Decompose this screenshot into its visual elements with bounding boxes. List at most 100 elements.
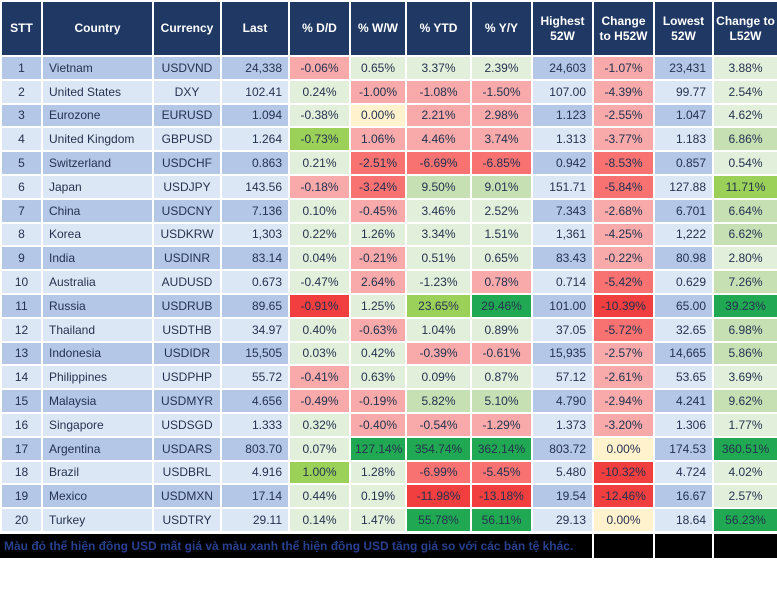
cell-last: 55.72 (220, 364, 290, 391)
cell-change-to-l52w: 6.62% (712, 221, 777, 248)
cell-last: 1.333 (220, 411, 290, 438)
cell-last: 803.70 (220, 435, 290, 462)
cell-highest-52w: 1.123 (531, 102, 594, 129)
cell-w-w: 2.64% (349, 269, 407, 295)
cell-highest-52w: 0.942 (531, 150, 594, 176)
cell-highest-52w: 1,361 (531, 221, 594, 248)
cell-stt: 17 (0, 435, 43, 462)
cell-highest-52w: 37.05 (531, 316, 594, 343)
cell-ytd: -1.23% (405, 269, 472, 295)
cell-last: 17.14 (220, 483, 290, 510)
cell-currency: USDBRL (152, 459, 222, 486)
cell-d-d: 0.44% (288, 483, 351, 510)
cell-lowest-52w: 1.047 (653, 102, 714, 129)
cell-change-to-h52w: -3.77% (592, 126, 655, 153)
footnote-text: Màu đỏ thể hiện đồng USD mất giá và màu … (4, 538, 574, 553)
cell-last: 89.65 (220, 292, 290, 319)
cell-country: Turkey (41, 507, 154, 533)
cell-currency: DXY (152, 78, 222, 105)
cell-w-w: 0.00% (349, 102, 407, 129)
cell-currency: USDKRW (152, 221, 222, 248)
cell-ytd: 55.78% (405, 507, 472, 533)
cell-change-to-l52w: 1.77% (712, 411, 777, 438)
cell-change-to-h52w: -5.72% (592, 316, 655, 343)
cell-currency: EURUSD (152, 102, 222, 129)
table-row: 19 Mexico USDMXN 17.14 0.44% 0.19% -11.98% -13.… (0, 483, 777, 510)
cell-w-w: -0.40% (349, 411, 407, 438)
cell-highest-52w: 151.71 (531, 173, 594, 200)
cell-ytd: 1.04% (405, 316, 472, 343)
col-header-lowest-52w: Lowest 52W (653, 0, 714, 57)
table-row: 4 United Kingdom GBPUSD 1.264 -0.73% 1.06% 4.4… (0, 126, 777, 153)
cell-highest-52w: 5.480 (531, 459, 594, 486)
cell-lowest-52w: 127.88 (653, 173, 714, 200)
cell-w-w: 1.25% (349, 292, 407, 319)
cell-lowest-52w: 14,665 (653, 340, 714, 367)
cell-y-y: 3.74% (470, 126, 533, 153)
cell-last: 4.656 (220, 388, 290, 414)
cell-y-y: 1.51% (470, 221, 533, 248)
cell-change-to-l52w: 6.86% (712, 126, 777, 153)
cell-currency: AUDUSD (152, 269, 222, 295)
cell-stt: 1 (0, 55, 43, 81)
cell-highest-52w: 0.714 (531, 269, 594, 295)
cell-w-w: -1.00% (349, 78, 407, 105)
cell-change-to-l52w: 5.86% (712, 340, 777, 367)
cell-change-to-h52w: -1.07% (592, 55, 655, 81)
cell-d-d: -0.49% (288, 388, 351, 414)
cell-change-to-h52w: -5.84% (592, 173, 655, 200)
cell-ytd: 0.51% (405, 245, 472, 272)
cell-highest-52w: 57.12 (531, 364, 594, 391)
cell-currency: USDSGD (152, 411, 222, 438)
cell-ytd: 0.09% (405, 364, 472, 391)
cell-y-y: 0.89% (470, 316, 533, 343)
cell-country: Singapore (41, 411, 154, 438)
cell-ytd: 3.46% (405, 197, 472, 224)
cell-currency: USDTHB (152, 316, 222, 343)
cell-stt: 14 (0, 364, 43, 391)
table-body: 1 Vietnam USDVND 24,338 -0.06% 0.65% 3.37% 2.39… (0, 55, 777, 533)
cell-change-to-h52w: -4.39% (592, 78, 655, 105)
cell-country: Russia (41, 292, 154, 319)
cell-d-d: 0.03% (288, 340, 351, 367)
cell-ytd: -6.99% (405, 459, 472, 486)
cell-change-to-h52w: -2.57% (592, 340, 655, 367)
cell-highest-52w: 7.343 (531, 197, 594, 224)
cell-country: Australia (41, 269, 154, 295)
cell-change-to-l52w: 7.26% (712, 269, 777, 295)
cell-change-to-h52w: -10.32% (592, 459, 655, 486)
cell-d-d: 1.00% (288, 459, 351, 486)
cell-change-to-l52w: 6.98% (712, 316, 777, 343)
cell-country: Eurozone (41, 102, 154, 129)
cell-change-to-h52w: -4.25% (592, 221, 655, 248)
col-header-change-to-h52w: Change to H52W (592, 0, 655, 57)
cell-ytd: -1.08% (405, 78, 472, 105)
cell-stt: 10 (0, 269, 43, 295)
cell-lowest-52w: 6.701 (653, 197, 714, 224)
cell-highest-52w: 29.13 (531, 507, 594, 533)
cell-highest-52w: 1.313 (531, 126, 594, 153)
cell-country: Brazil (41, 459, 154, 486)
cell-stt: 8 (0, 221, 43, 248)
cell-stt: 18 (0, 459, 43, 486)
col-header-highest-52w: Highest 52W (531, 0, 594, 57)
cell-currency: USDPHP (152, 364, 222, 391)
cell-country: Philippines (41, 364, 154, 391)
cell-w-w: -0.21% (349, 245, 407, 272)
cell-currency: USDINR (152, 245, 222, 272)
cell-change-to-h52w: 0.00% (592, 507, 655, 533)
cell-w-w: 1.26% (349, 221, 407, 248)
fx-table: STT Country Currency Last% D/D% W/W% YTD% Y… (0, 0, 777, 533)
cell-country: Korea (41, 221, 154, 248)
cell-w-w: 1.06% (349, 126, 407, 153)
cell-last: 83.14 (220, 245, 290, 272)
cell-lowest-52w: 174.53 (653, 435, 714, 462)
cell-ytd: 23.65% (405, 292, 472, 319)
cell-stt: 15 (0, 388, 43, 414)
cell-change-to-l52w: 39.23% (712, 292, 777, 319)
cell-lowest-52w: 53.65 (653, 364, 714, 391)
cell-lowest-52w: 0.857 (653, 150, 714, 176)
cell-y-y: -1.29% (470, 411, 533, 438)
cell-stt: 12 (0, 316, 43, 343)
cell-currency: GBPUSD (152, 126, 222, 153)
